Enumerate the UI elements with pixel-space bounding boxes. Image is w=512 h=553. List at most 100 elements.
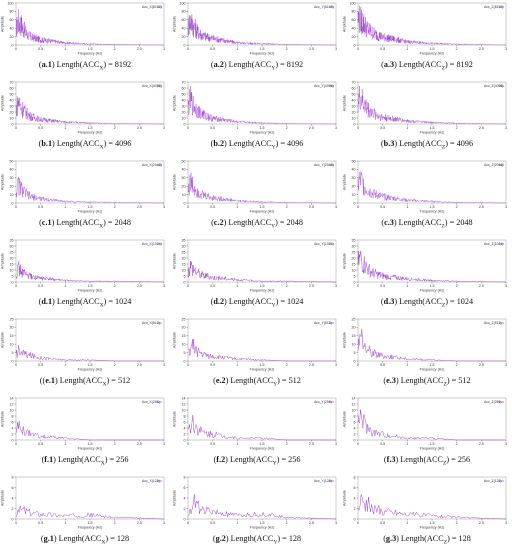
y-tick-label: 6 [354,486,356,490]
x-tick-label: 1 [64,363,66,367]
y-tick-label: 30 [182,244,186,248]
y-tick-label: 10 [10,116,14,120]
y-tick-label: 20 [352,35,356,39]
caption-paren: ( [383,376,387,385]
legend-label: Acc_Z(512) [484,321,502,325]
spectrum-chart: 100 80 60 40 20 00 0.5 1 1.5 2 2.5 3 Frequency (Hz) A… [343,1,508,55]
y-tick-label: 20 [352,256,356,260]
caption-axis: X [100,460,105,467]
y-tick-label: 0 [12,359,14,363]
caption-paren: ( [210,60,214,69]
x-tick-label: 1.5 [88,205,93,209]
spectrum-line [15,261,165,283]
legend-label: Acc_X(256) [142,400,160,404]
y-tick-label: 0 [184,359,186,363]
y-tick-label: 20 [10,185,14,189]
caption-value: ) = 2048 [444,218,473,227]
x-axis-label: Frequency (Hz) [420,289,445,293]
y-tick-label: 6 [184,420,186,424]
y-tick-label: 20 [352,326,356,330]
caption-axis: Z [441,223,445,230]
x-axis-label: Frequency (Hz) [420,131,445,135]
caption-axis: X [99,144,104,151]
caption-value: ) = 8192 [445,60,473,69]
x-tick-label: 1 [64,47,66,51]
y-tick-label: 10 [352,408,356,412]
spectrum-line [357,250,507,283]
y-axis-label: Amplitude [173,411,177,427]
y-tick-label: 8 [12,475,14,479]
x-axis-label: Frequency (Hz) [420,447,445,451]
x-tick-label: 3 [163,284,165,288]
x-tick-label: 2 [286,442,288,446]
spectrum-line [187,494,337,520]
x-tick-label: 2 [456,284,458,288]
x-tick-label: 0 [15,284,17,288]
y-tick-label: 60 [182,86,186,90]
y-tick-label: 50 [10,159,14,163]
spectrum-line [357,85,507,125]
caption-paren: ( [381,218,385,227]
spectrum-line [357,494,507,520]
caption-label: ) Length(ACC [224,297,272,306]
y-tick-label: 6 [184,486,186,490]
x-tick-label: 3 [505,126,507,130]
x-tick-label: 0.5 [210,442,215,446]
y-tick-label: 20 [182,256,186,260]
y-tick-label: 4 [184,496,186,500]
y-tick-label: 10 [182,193,186,197]
caption-id: f.2 [216,455,226,464]
spectrum-line [15,345,164,362]
caption-paren: (( [39,376,46,385]
x-tick-label: 1.5 [430,126,435,130]
caption-id: g.3 [385,534,397,543]
y-tick-label: 8 [184,414,186,418]
caption-label: ) Length(ACC [52,139,100,148]
legend-label: Acc_Y(256) [314,400,332,404]
caption-id: f.3 [386,455,396,464]
y-tick-label: 80 [182,10,186,14]
x-tick-label: 3 [163,126,165,130]
y-tick-label: 10 [352,343,356,347]
caption-value: ) = 4096 [103,139,132,148]
legend-label: Acc_Z(2048) [484,163,503,167]
y-tick-label: 20 [10,35,14,39]
panel-caption: (f.2) Length(ACCY) = 256 [172,455,342,467]
panel-caption: (b.3) Length(ACCZ) = 4096 [342,139,512,151]
y-axis-label: Amplitude [173,253,177,269]
x-tick-label: 2.5 [479,47,484,51]
legend-label: Acc_X(4096) [142,84,162,88]
caption-value: ) = 1024 [103,297,132,306]
x-axis-label: Frequency (Hz) [420,526,445,530]
caption-label: ) Length(ACC [224,139,272,148]
spectrum-line [15,96,164,125]
x-tick-label: 2 [456,47,458,51]
caption-id: d.1 [41,297,53,306]
caption-axis: Y [271,65,276,72]
y-tick-label: 0 [354,122,356,126]
x-tick-label: 0.5 [38,126,43,130]
spectrum-line [187,14,336,46]
x-tick-label: 1.5 [260,205,265,209]
caption-value: ) = 128 [277,534,302,543]
caption-label: ) Length(ACC [223,218,272,227]
spectrum-chart: 35 30 25 20 15 10 5 00 0.5 1 1.5 2 2.5 3 Frequency (Hz… [343,238,508,293]
caption-paren: ( [210,297,214,306]
x-tick-label: 2 [286,521,288,525]
x-tick-label: 2.5 [479,442,484,446]
caption-id: f.1 [44,455,54,464]
y-tick-label: 0 [184,43,186,47]
x-tick-label: 2.5 [479,205,484,209]
caption-axis: Y [271,223,276,230]
x-tick-label: 1.5 [430,521,435,525]
x-tick-label: 1.5 [88,284,93,288]
x-tick-label: 2 [114,363,116,367]
legend-label: Acc_Y(128) [314,479,332,483]
plot-frame [15,160,165,204]
y-tick-label: 50 [10,92,14,96]
x-tick-label: 0.5 [380,126,385,130]
chart-panel: 8 6 4 2 0 0 0.5 1 1.5 2 2.5 3 Frequency (Hz) Amplitud… [342,474,512,553]
y-axis-label: Amplitude [1,16,5,32]
chart-panel: 25 20 15 10 5 0 0 0.5 1 1.5 2 2.5 3 Frequency (Hz) Amp… [342,316,512,395]
